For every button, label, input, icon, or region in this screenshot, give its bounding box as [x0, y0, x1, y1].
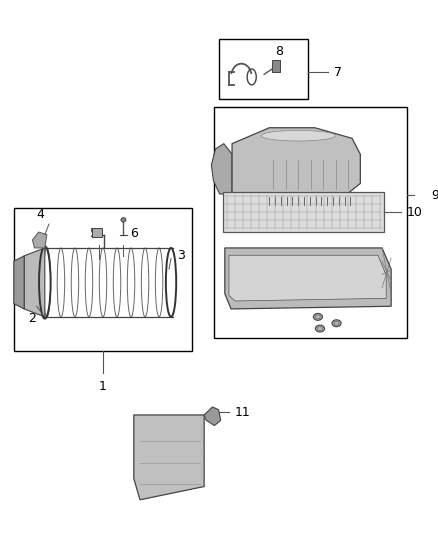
Bar: [219, 38, 307, 100]
Text: 7: 7: [335, 66, 343, 78]
Ellipse shape: [315, 315, 321, 319]
Polygon shape: [134, 415, 204, 500]
Ellipse shape: [318, 327, 322, 330]
Polygon shape: [14, 256, 24, 309]
Ellipse shape: [121, 217, 126, 222]
Ellipse shape: [332, 320, 341, 327]
Bar: [14, 208, 192, 351]
Polygon shape: [32, 232, 47, 248]
Polygon shape: [24, 248, 45, 317]
Polygon shape: [204, 407, 221, 425]
Bar: [92, 228, 102, 237]
Ellipse shape: [261, 131, 336, 141]
Text: 11: 11: [235, 406, 251, 419]
Polygon shape: [232, 128, 360, 197]
Ellipse shape: [313, 313, 322, 320]
Text: 2: 2: [28, 312, 36, 325]
Bar: [223, 192, 384, 232]
Text: 5: 5: [91, 227, 99, 240]
Text: 10: 10: [407, 206, 423, 219]
Text: 3: 3: [177, 249, 185, 262]
Text: 1: 1: [99, 381, 107, 393]
Ellipse shape: [315, 325, 325, 332]
Text: 9: 9: [432, 189, 438, 201]
Bar: [272, 60, 280, 71]
Polygon shape: [229, 255, 386, 301]
Ellipse shape: [334, 321, 339, 325]
Polygon shape: [212, 144, 232, 194]
Text: 4: 4: [37, 208, 45, 221]
Text: 6: 6: [130, 227, 138, 240]
Bar: [215, 108, 407, 338]
Polygon shape: [225, 248, 391, 309]
Text: 8: 8: [275, 45, 283, 59]
